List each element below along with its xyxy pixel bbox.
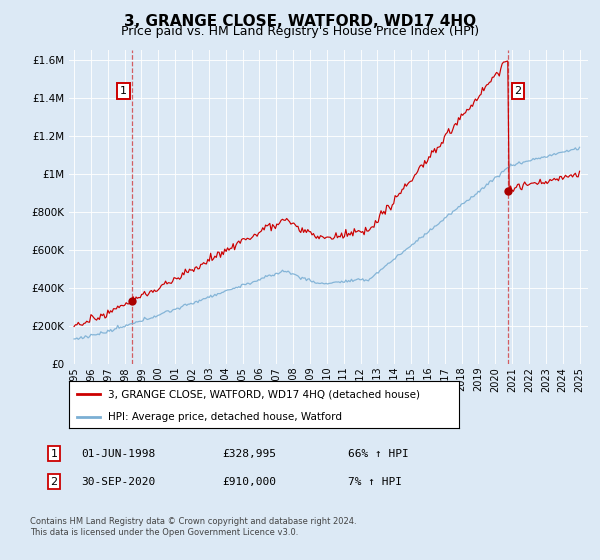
- Text: £328,995: £328,995: [222, 449, 276, 459]
- Text: 7% ↑ HPI: 7% ↑ HPI: [348, 477, 402, 487]
- Text: 3, GRANGE CLOSE, WATFORD, WD17 4HQ (detached house): 3, GRANGE CLOSE, WATFORD, WD17 4HQ (deta…: [108, 389, 420, 399]
- Text: This data is licensed under the Open Government Licence v3.0.: This data is licensed under the Open Gov…: [30, 528, 298, 537]
- Text: Price paid vs. HM Land Registry's House Price Index (HPI): Price paid vs. HM Land Registry's House …: [121, 25, 479, 38]
- Text: Contains HM Land Registry data © Crown copyright and database right 2024.: Contains HM Land Registry data © Crown c…: [30, 516, 356, 526]
- Text: 01-JUN-1998: 01-JUN-1998: [81, 449, 155, 459]
- Text: £910,000: £910,000: [222, 477, 276, 487]
- Text: 1: 1: [120, 86, 127, 96]
- Text: 2: 2: [50, 477, 58, 487]
- Text: 1: 1: [50, 449, 58, 459]
- Text: 3, GRANGE CLOSE, WATFORD, WD17 4HQ: 3, GRANGE CLOSE, WATFORD, WD17 4HQ: [124, 14, 476, 29]
- Text: 30-SEP-2020: 30-SEP-2020: [81, 477, 155, 487]
- Text: 66% ↑ HPI: 66% ↑ HPI: [348, 449, 409, 459]
- Text: HPI: Average price, detached house, Watford: HPI: Average price, detached house, Watf…: [108, 412, 342, 422]
- Text: 2: 2: [515, 86, 521, 96]
